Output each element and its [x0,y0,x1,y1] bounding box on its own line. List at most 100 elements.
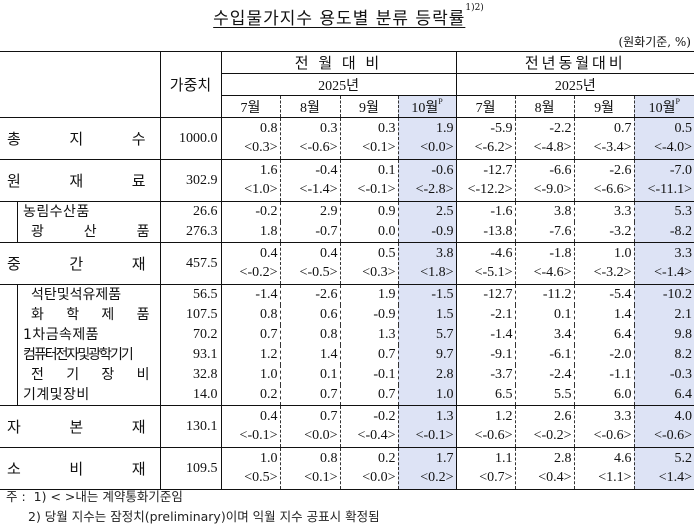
mom-cell: 0.2 [221,385,281,406]
yoy-cell: -13.8 [456,222,516,243]
header-yoy-oct: 10월P [634,95,695,118]
row-weight: 457.5 [159,242,222,285]
title-text: 수입물가지수 용도별 분류 등락률 [213,9,466,29]
yoy-cell: -2.0 [574,345,635,365]
yoy-cell: 0.1 [515,305,575,325]
mom-cell: 0.1 <-0.1> [340,159,399,202]
yoy-cell: 0.5 <-4.0> [634,117,695,160]
mom-cell: 0.8 <0.1> [280,447,341,490]
yoy-cell: -11.2 [515,284,575,305]
yoy-cell: -10.2 [634,284,695,305]
mom-cell: -0.4 <-1.4> [280,159,341,202]
mom-cell: -0.2 <-0.4> [340,405,399,448]
table-row: 1 차 금 속 제 품 70.2 0.7 0.8 1.3 5.7 -1.4 3.4 6.4 9.8 [0,325,695,345]
mom-cell: -2.6 [280,284,341,305]
header-yoy-year: 2025년 [456,73,695,96]
header-row-group: 가중치 전 월 대 비 전년동월대비 [0,51,695,118]
footnotes: 주 : 1) < >내는 계약통화기준임 2) 당월 지수는 잠정치(preli… [6,487,380,527]
mom-cell: 1.8 [221,222,281,243]
yoy-cell: -12.7 [456,284,516,305]
mom-cell: 0.7 <0.0> [280,405,341,448]
yoy-cell: 6.0 [574,385,635,406]
table-row: 중 간 재 457.5 0.4 <-0.2> 0.4 <-0.5> 0.5 <0.3> 3.8 <… [0,242,695,285]
yoy-cell: 3.4 [515,325,575,345]
row-weight: 130.1 [159,405,222,448]
mom-cell: 0.7 [280,385,341,406]
yoy-cell: 3.8 [515,201,575,222]
header-yoy-sep: 9월 [574,95,635,118]
row-label: 소 비 재 [0,447,160,490]
yoy-cell: 4.0 <-0.6> [634,405,695,448]
yoy-cell: -1.1 [574,365,635,385]
yoy-cell: 6.4 [574,325,635,345]
mom-cell: 0.1 [280,365,341,385]
mom-cell: 2.9 [280,201,341,222]
mom-cell: 1.9 [340,284,399,305]
row-label: 중 간 재 [0,242,160,285]
row-label-cell: 컴퓨터전자및광학기기 [0,345,160,365]
header-mom-year: 2025년 [221,73,457,96]
header-row-year: 2025년 2025년 [0,73,695,96]
mom-cell: -1.5 [398,284,457,305]
yoy-cell: -6.6 <-9.0> [515,159,575,202]
yoy-cell: -4.6 <-5.1> [456,242,516,285]
mom-cell: 0.9 [340,201,399,222]
row-label: 광 산 품 [17,222,160,242]
table-row: 화 학 제 품 107.5 0.8 0.6 -0.9 1.5 -2.1 0.1 1.4 2.1 [0,305,695,325]
table-row: 컴퓨터전자및광학기기 93.1 1.2 1.4 0.7 9.7 -9.1 -6.1 -2.0 8.… [0,345,695,365]
header-mom-jul: 7월 [221,95,281,118]
yoy-cell: 6.5 [456,385,516,406]
row-label-cell: 광 산 품 [0,222,160,243]
yoy-cell: 2.8 <0.4> [515,447,575,490]
row-weight: 107.5 [159,305,222,325]
row-weight: 109.5 [159,447,222,490]
yoy-cell: -6.1 [515,345,575,365]
yoy-cell: 5.5 [515,385,575,406]
yoy-cell: 2.6 <-0.2> [515,405,575,448]
table-row: 전 기 장 비 32.8 1.0 0.1 -0.1 2.8 -3.7 -2.4 -1.1 -0.3 [0,365,695,385]
mom-cell: -1.4 [221,284,281,305]
mom-cell: 9.7 [398,345,457,365]
mom-cell: 1.0 [221,365,281,385]
yoy-cell: 1.2 <-0.6> [456,405,516,448]
mom-cell: 0.8 [280,325,341,345]
table-row: 원 재 료 302.9 1.6 <1.0> -0.4 <-1.4> 0.1 <-0.1> -0.… [0,159,695,202]
yoy-cell: -7.6 [515,222,575,243]
row-label: 1 차 금 속 제 품 [17,325,160,345]
row-label-cell: 1 차 금 속 제 품 [0,325,160,345]
yoy-cell: -5.4 [574,284,635,305]
header-mom: 전 월 대 비 [221,51,457,74]
table-row: 기 계 및 장 비 14.0 0.2 0.7 0.7 1.0 6.5 5.5 6.0 6.4 [0,385,695,406]
footnote-2: 2) 당월 지수는 잠정치(preliminary)이며 익월 지수 공표시 확… [28,509,380,524]
footnote-1: 주 : 1) < >내는 계약통화기준임 [6,489,183,504]
yoy-cell: -12.7 <-12.2> [456,159,516,202]
row-weight: 14.0 [159,385,222,406]
table-row: 자 본 재 130.1 0.4 <-0.1> 0.7 <0.0> -0.2 <-0.4> 1.3… [0,405,695,448]
yoy-cell: 4.6 <1.1> [574,447,635,490]
mom-cell: 0.3 <0.1> [340,117,399,160]
yoy-cell: -2.1 [456,305,516,325]
row-label: 석탄및석유제품 [17,285,160,305]
yoy-cell: -1.4 [456,325,516,345]
mom-cell: 5.7 [398,325,457,345]
row-label: 화 학 제 품 [17,305,160,325]
mom-cell: 0.8 [221,305,281,325]
yoy-cell: 8.2 [634,345,695,365]
table-row: 농 림 수 산 품 26.6 -0.2 2.9 0.9 2.5 -1.6 3.8 3.3 5.3 [0,201,695,222]
header-yoy: 전년동월대비 [456,51,695,74]
mom-cell: 0.2 <0.0> [340,447,399,490]
row-weight: 93.1 [159,345,222,365]
yoy-cell: -3.7 [456,365,516,385]
yoy-cell: 3.3 <-0.6> [574,405,635,448]
table-row: 광 산 품 276.3 1.8 -0.7 0.0 -0.9 -13.8 -7.6 -3.2 -8.… [0,222,695,243]
row-weight: 302.9 [159,159,222,202]
mom-cell: -0.7 [280,222,341,243]
row-label-cell: 화 학 제 품 [0,305,160,325]
mom-cell: 1.0 [398,385,457,406]
mom-cell: -0.9 [398,222,457,243]
yoy-cell: -5.9 <-6.2> [456,117,516,160]
title-footnote-marks: 1)2) [465,3,484,13]
mom-cell: 1.4 [280,345,341,365]
row-label-cell: 농 림 수 산 품 [0,202,160,222]
mom-cell: 0.7 [221,325,281,345]
